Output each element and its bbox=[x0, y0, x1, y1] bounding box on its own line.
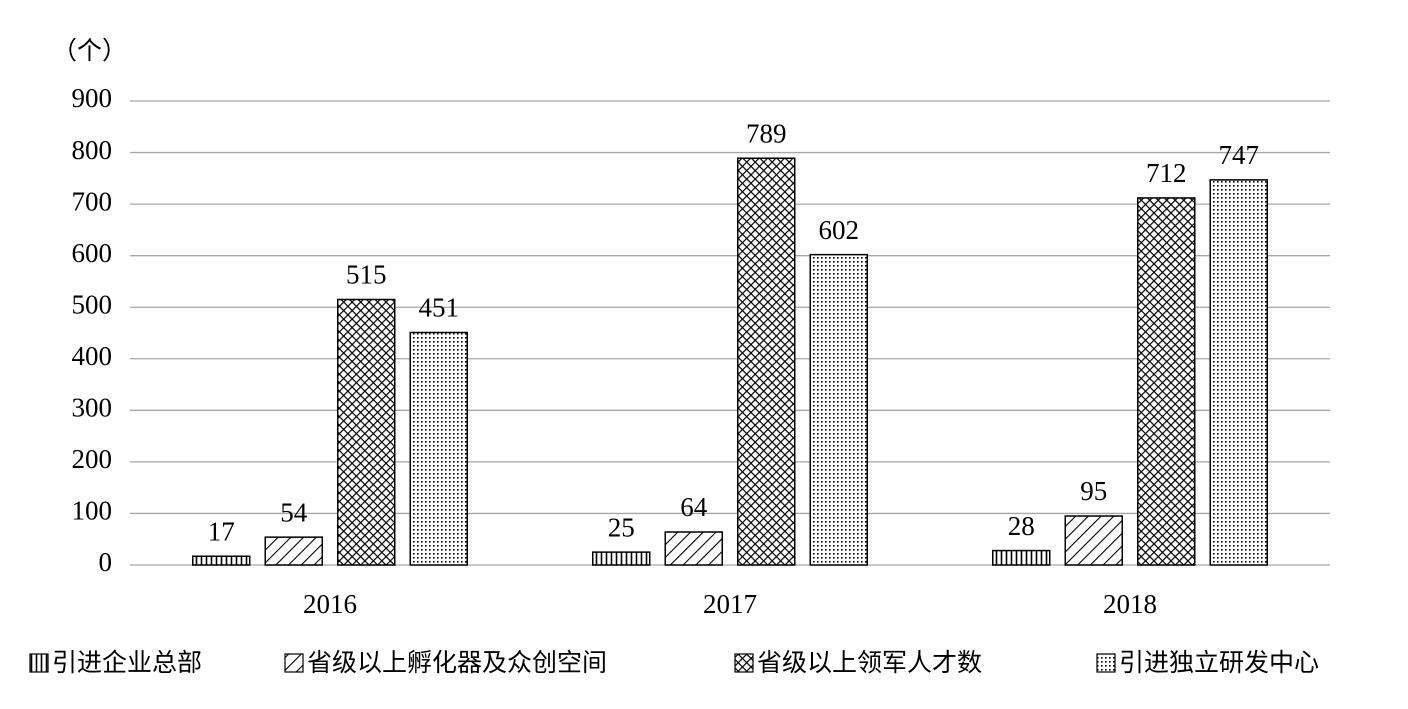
bar bbox=[192, 555, 251, 566]
y-tick-label: 0 bbox=[99, 547, 113, 577]
y-tick-label: 100 bbox=[72, 496, 113, 526]
y-tick-label: 900 bbox=[72, 83, 113, 113]
bar bbox=[409, 331, 468, 566]
y-tick-label: 600 bbox=[72, 238, 113, 268]
data-label: 25 bbox=[608, 512, 635, 542]
data-label: 64 bbox=[680, 492, 708, 522]
data-label: 95 bbox=[1080, 476, 1107, 506]
legend-label: 引进独立研发中心 bbox=[1119, 648, 1319, 677]
legend-swatch bbox=[1096, 653, 1116, 673]
legend-swatch bbox=[284, 653, 304, 673]
data-label: 712 bbox=[1146, 158, 1187, 188]
y-axis-title: （个） bbox=[52, 36, 127, 65]
y-tick-label: 200 bbox=[72, 444, 113, 474]
y-tick-label: 700 bbox=[72, 186, 113, 216]
bar bbox=[1137, 197, 1196, 566]
bar bbox=[664, 531, 723, 566]
data-label: 54 bbox=[280, 497, 308, 527]
y-tick-label: 400 bbox=[72, 341, 113, 371]
data-label: 451 bbox=[419, 293, 460, 323]
data-label: 747 bbox=[1219, 140, 1260, 170]
legend-swatch bbox=[734, 653, 754, 673]
data-label: 17 bbox=[208, 516, 235, 546]
legend-label: 省级以上孵化器及众创空间 bbox=[307, 648, 607, 677]
bar bbox=[737, 157, 796, 566]
bar bbox=[592, 551, 651, 566]
bar bbox=[1209, 179, 1268, 566]
bar bbox=[264, 536, 323, 566]
y-tick-label: 300 bbox=[72, 393, 113, 423]
data-label: 789 bbox=[746, 118, 787, 148]
bar bbox=[1064, 515, 1123, 566]
data-label: 602 bbox=[819, 215, 860, 245]
legend-swatch bbox=[29, 653, 49, 673]
data-label: 515 bbox=[346, 260, 387, 290]
y-tick-label: 500 bbox=[72, 289, 113, 319]
legend-label: 省级以上领军人才数 bbox=[757, 648, 982, 677]
bar bbox=[809, 253, 868, 566]
y-tick-label: 800 bbox=[72, 135, 113, 165]
bar bbox=[337, 298, 396, 566]
x-tick-label: 2017 bbox=[703, 589, 757, 619]
x-tick-label: 2018 bbox=[1103, 589, 1157, 619]
bar bbox=[992, 549, 1051, 566]
legend-label: 引进企业总部 bbox=[52, 648, 202, 677]
x-tick-label: 2016 bbox=[303, 589, 357, 619]
data-label: 28 bbox=[1008, 511, 1035, 541]
